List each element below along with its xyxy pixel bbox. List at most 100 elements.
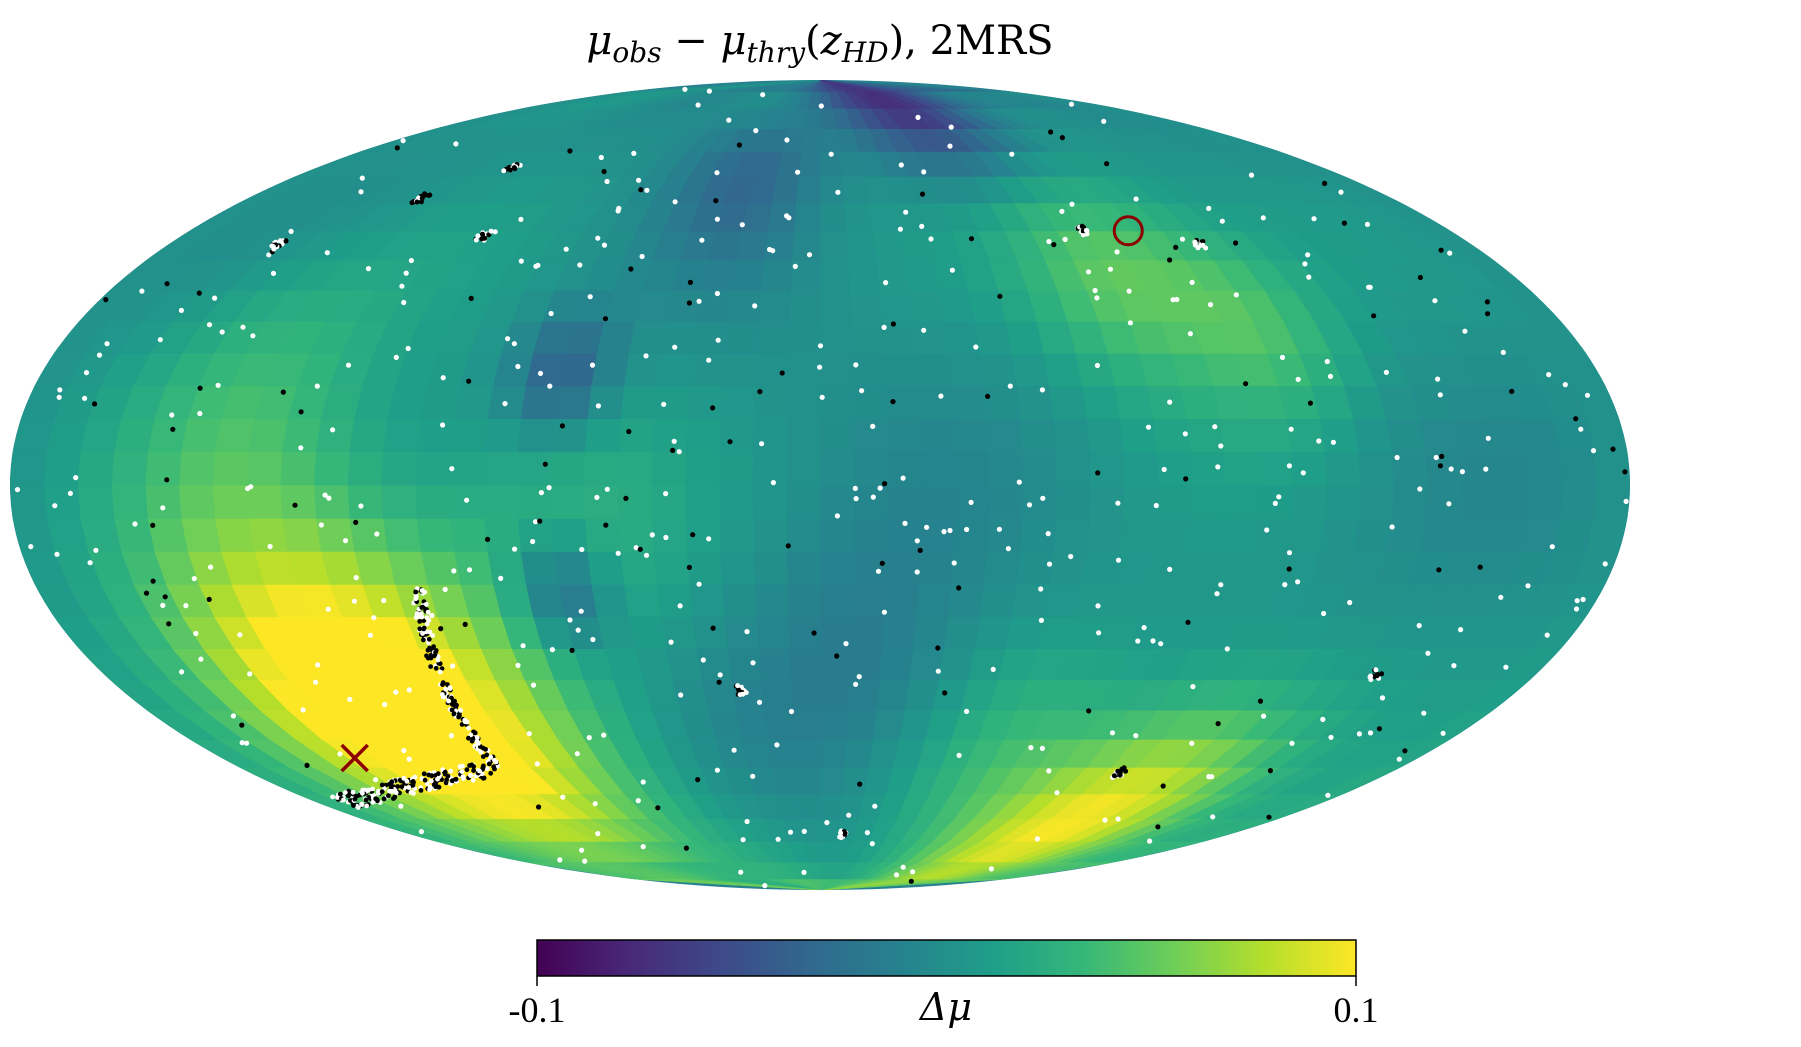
healpix-cell [763,230,795,261]
galaxy-point-white [1279,354,1286,360]
healpix-cell [819,648,852,681]
galaxy-point-black [1477,564,1483,570]
galaxy-point-white [1396,756,1402,762]
galaxy-point-black [239,722,245,728]
galaxy-point-white [1373,667,1379,673]
healpix-cell [212,451,249,486]
healpix-cell [1155,484,1192,519]
galaxy-point-black [298,409,304,415]
galaxy-point-white [1069,201,1075,207]
galaxy-point-white [360,790,365,796]
galaxy-point-white [533,263,539,269]
galaxy-point-white [739,222,745,228]
galaxy-point-white [1068,553,1074,560]
healpix-cell [245,451,283,486]
galaxy-point-white [157,337,163,343]
healpix-cell [917,551,954,585]
galaxy-point-black [695,777,701,783]
healpix-cell [819,320,853,354]
healpix-cell [1252,418,1292,453]
galaxy-point-white [1094,362,1100,369]
galaxy-point-white [1190,684,1196,690]
healpix-cell [650,484,686,519]
galaxy-point-black [542,461,548,467]
galaxy-point-white [853,681,859,687]
galaxy-point-white [215,382,221,388]
galaxy-point-white [949,267,956,273]
galaxy-point-black [196,290,202,296]
galaxy-point-black [468,295,474,301]
galaxy-point-black [150,522,156,528]
galaxy-point-white [1330,439,1336,445]
healpix-cell [144,451,182,486]
galaxy-point-white [1179,236,1186,242]
galaxy-point-black [386,793,391,799]
galaxy-point-white [560,794,566,800]
galaxy-point-black [425,647,431,653]
galaxy-point-white [877,485,883,491]
healpix-cell [1418,517,1460,552]
healpix-cell [515,451,552,486]
galaxy-point-white [951,560,957,566]
healpix-cell [1119,517,1157,552]
healpix-cell [912,616,949,649]
healpix-cell [851,583,886,618]
healpix-cell [845,230,877,261]
galaxy-point-black [1371,313,1377,319]
galaxy-point-white [440,375,446,381]
healpix-cell [10,484,47,519]
galaxy-point-white [501,168,507,174]
healpix-cell [847,679,880,711]
healpix-cell [795,766,821,795]
galaxy-point-white [678,692,684,698]
galaxy-point-white [139,288,145,294]
healpix-cell [77,451,115,486]
healpix-cell [819,679,851,711]
galaxy-point-black [418,788,424,793]
galaxy-point-white [466,567,473,573]
galaxy-point-black [164,477,170,483]
healpix-cell [937,289,975,322]
healpix-cell [1152,517,1191,552]
galaxy-point-white [714,216,721,222]
healpix-cell [347,484,384,519]
galaxy-point-black [690,532,696,538]
galaxy-point-white [353,575,359,581]
galaxy-point-white [52,503,58,509]
galaxy-point-black [431,644,436,650]
galaxy-point-black [713,198,719,204]
galaxy-point-white [738,869,744,875]
galaxy-point-black [1115,768,1121,774]
healpix-cell [878,648,914,681]
galaxy-point-black [1215,721,1221,727]
galaxy-point-white [604,486,610,492]
galaxy-point-white [760,92,766,98]
galaxy-point-white [382,701,388,708]
colorbar-max-label: 0.1 [1334,990,1379,1030]
galaxy-point-white [451,568,457,574]
galaxy-point-white [393,689,399,695]
galaxy-point-black [480,765,486,771]
galaxy-point-white [579,847,585,853]
galaxy-point-white [1109,730,1116,736]
galaxy-point-black [1266,814,1272,820]
healpix-cell [623,352,661,387]
galaxy-point-white [575,627,581,633]
healpix-cell [718,451,754,486]
galaxy-point-black [1376,726,1382,732]
galaxy-point-white [902,520,908,527]
galaxy-point-black [1123,768,1129,774]
galaxy-point-white [400,138,406,144]
galaxy-point-white [700,657,706,663]
galaxy-point-white [366,787,371,793]
healpix-cell [819,385,854,420]
healpix-cell [180,517,222,552]
galaxy-point-white [1209,774,1215,780]
galaxy-point-white [1085,269,1092,275]
healpix-cell [1492,484,1530,519]
healpix-cell [1285,418,1325,453]
galaxy-point-white [921,327,927,333]
galaxy-point-black [857,781,863,787]
galaxy-point-black [1267,768,1273,774]
healpix-cell [791,709,821,740]
